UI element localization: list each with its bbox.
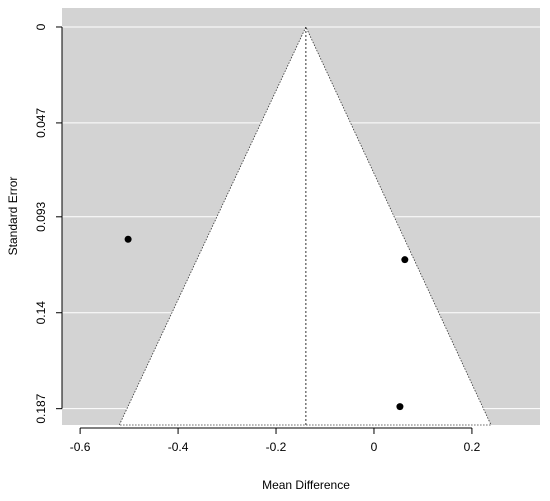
y-tick-label: 0.093 <box>34 201 48 231</box>
y-axis-title: Standard Error <box>6 177 20 256</box>
x-tick-label: -0.2 <box>266 440 287 454</box>
x-tick-label: -0.6 <box>70 440 91 454</box>
y-tick-label: 0 <box>34 23 48 30</box>
point <box>124 235 132 243</box>
x-tick-label: -0.4 <box>168 440 189 454</box>
x-axis-title: Mean Difference <box>262 478 350 492</box>
x-tick-label: 0 <box>371 440 378 454</box>
y-tick-label: 0.047 <box>34 108 48 138</box>
x-tick-label: 0.2 <box>464 440 481 454</box>
point <box>396 403 404 411</box>
y-tick-label: 0.14 <box>34 301 48 325</box>
funnel <box>118 26 492 426</box>
y-tick-label: 0.187 <box>34 393 48 423</box>
point <box>401 256 409 264</box>
